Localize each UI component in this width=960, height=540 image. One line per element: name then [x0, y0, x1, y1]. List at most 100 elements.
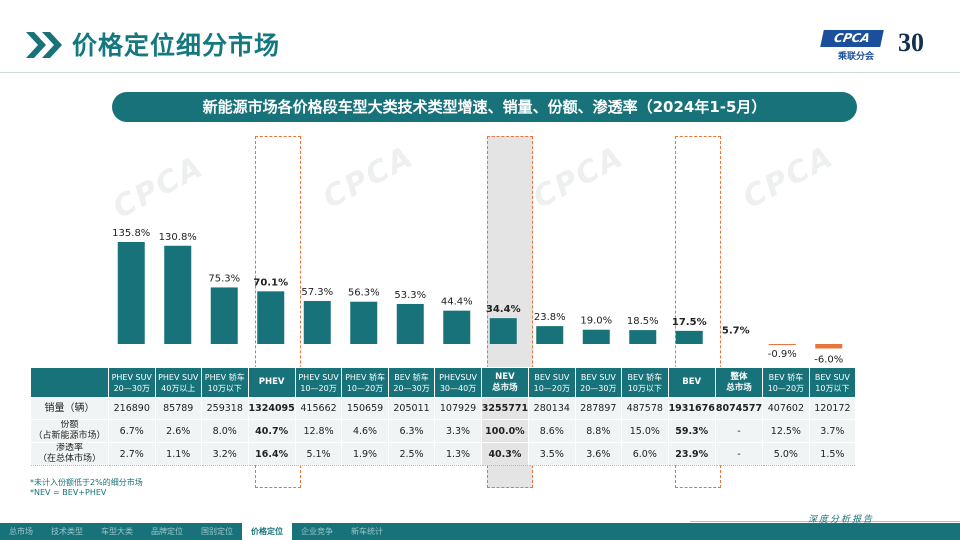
chevron-double-icon: [26, 32, 62, 58]
table-cell: 4.6%: [341, 419, 389, 443]
table-cell: 40.3%: [480, 442, 530, 466]
bar-9: [536, 326, 564, 344]
bar-2: [210, 287, 238, 344]
table-cell: 407602: [762, 397, 810, 420]
cpca-logo: CPCA 乘联分会 30: [812, 28, 944, 64]
table-cell: 85789: [154, 397, 202, 420]
table-cell: 6.7%: [108, 419, 156, 443]
bar-4: [303, 300, 331, 344]
table-cell: 5.1%: [294, 442, 343, 466]
table-row-penetration: 渗透率 （在总体市场） 2.7% 1.1% 3.2% 16.4% 5.1% 1.9% 2.5% 1…: [30, 442, 857, 466]
table-cell: 59.3%: [667, 419, 716, 443]
column-header: BEV SUV 20—30万: [574, 367, 623, 398]
table-cell: 3.7%: [808, 419, 857, 443]
column-header: PHEVSUV 30—40万: [434, 367, 482, 398]
column-header: BEV: [667, 367, 716, 398]
table-cell: 280134: [528, 397, 576, 420]
column-header: BEV 轿车 10—20万: [762, 367, 810, 398]
section-nav: 总市场 技术类型 车型大类 品牌定位 国别定位 价格定位 企业竞争 新车统计: [0, 523, 392, 540]
column-header: PHEV 轿车 10—20万: [341, 367, 389, 398]
value-label-10: 19.0%: [580, 316, 612, 327]
table-cell: 1931676: [667, 397, 716, 420]
bar-10: [582, 329, 610, 344]
table-row-sales: 销量（辆） 216890 85789 259318 1324095 415662 15065…: [30, 397, 857, 420]
value-label-13: 5.7%: [722, 326, 750, 337]
report-tag: 深度分析报告: [808, 515, 875, 525]
nav-item[interactable]: 总市场: [9, 527, 33, 536]
nav-item[interactable]: 企业竞争: [301, 527, 333, 536]
table-cell: 8.0%: [201, 419, 249, 443]
value-label-6: 53.3%: [394, 290, 426, 301]
value-label-12: 17.5%: [672, 317, 707, 328]
table-cell: 487578: [621, 397, 669, 420]
row-label: 份额 （占新能源市场）: [30, 419, 109, 443]
table-cell: 8074577: [714, 397, 764, 420]
table-cell: 216890: [108, 397, 156, 420]
value-label-8: 34.4%: [486, 304, 521, 315]
bar-8: [489, 318, 517, 344]
table-cell: 2.6%: [154, 419, 202, 443]
nav-item[interactable]: 技术类型: [51, 527, 83, 536]
table-cell: -: [714, 442, 764, 466]
table-cell: 40.7%: [247, 419, 296, 443]
chart-title-banner: 新能源市场各价格段车型大类技术类型增速、销量、份额、渗透率（2024年1-5月）: [112, 92, 857, 122]
bar-5: [350, 301, 378, 344]
table-cell: 107929: [434, 397, 482, 420]
highlight-phev: [255, 136, 301, 488]
column-header: PHEV SUV 20—30万: [108, 367, 156, 398]
table-cell: 6.3%: [387, 419, 436, 443]
table-cell: 150659: [341, 397, 389, 420]
table-cell: 287897: [574, 397, 623, 420]
bottom-nav-bar: [0, 523, 960, 540]
highlight-bev: [675, 136, 721, 488]
table-cell: 1.9%: [341, 442, 389, 466]
footer-divider: [690, 521, 960, 522]
value-label-1: 130.8%: [159, 232, 197, 243]
table-cell: 1.5%: [808, 442, 857, 466]
page-title: 价格定位细分市场: [72, 31, 281, 60]
table-cell: 3.5%: [528, 442, 576, 466]
table-cell: 3255771: [480, 397, 530, 420]
data-table: PHEV SUV 20—30万 PHEV SUV 40万以上 PHEV 轿车 10万以下 P…: [30, 367, 857, 466]
column-header: PHEV: [247, 367, 296, 398]
table-cell: 2.5%: [387, 442, 436, 466]
table-cell: 12.8%: [294, 419, 343, 443]
footnotes: *未计入份额低于2%的细分市场 *NEV = BEV+PHEV: [30, 478, 143, 498]
logo-subtitle: 乘联分会: [838, 52, 875, 62]
table-cell: 120172: [808, 397, 857, 420]
table-cell: 6.0%: [621, 442, 669, 466]
bar-3: [257, 291, 285, 344]
column-header: NEV 总市场: [480, 367, 530, 398]
nav-item[interactable]: 新车统计: [351, 527, 383, 536]
growth-bar-chart: 135.8% 130.8% 75.3% 70.1% 57.3% 56.3% 53.3% 44.…: [112, 228, 843, 366]
column-header: PHEV 轿车 10万以下: [201, 367, 249, 398]
bar-7: [443, 310, 471, 344]
table-cell: 100.0%: [480, 419, 530, 443]
footnote: *未计入份额低于2%的细分市场: [30, 478, 143, 487]
column-header: PHEV SUV 40万以上: [154, 367, 202, 398]
table-corner: [30, 367, 109, 398]
table-row-share: 份额 （占新能源市场） 6.7% 2.6% 8.0% 40.7% 12.8% 4.6% 6.3%…: [30, 419, 857, 443]
nav-item[interactable]: 价格定位: [242, 523, 292, 540]
nav-item[interactable]: 品牌定位: [151, 527, 183, 536]
bar-1: [164, 245, 192, 344]
nav-item[interactable]: 国别定位: [201, 527, 233, 536]
table-cell: 1.1%: [154, 442, 202, 466]
anniversary-mark: 30: [898, 28, 924, 57]
value-label-5: 56.3%: [348, 288, 380, 299]
value-label-0: 135.8%: [112, 228, 150, 239]
column-header: BEV 轿车 20—30万: [387, 367, 436, 398]
value-label-15: -6.0%: [814, 355, 843, 366]
value-label-4: 57.3%: [301, 287, 333, 298]
bar-15: [815, 344, 843, 349]
table-cell: 1324095: [247, 397, 296, 420]
nav-item[interactable]: 车型大类: [101, 527, 133, 536]
table-cell: 5.0%: [762, 442, 810, 466]
bar-14: [768, 344, 796, 345]
column-header: PHEV SUV 10—20万: [294, 367, 343, 398]
column-header: BEV SUV 10—20万: [528, 367, 576, 398]
footnote: *NEV = BEV+PHEV: [30, 488, 107, 497]
header-divider: [0, 72, 960, 73]
row-label: 渗透率 （在总体市场）: [30, 442, 109, 466]
value-label-7: 44.4%: [441, 297, 473, 308]
